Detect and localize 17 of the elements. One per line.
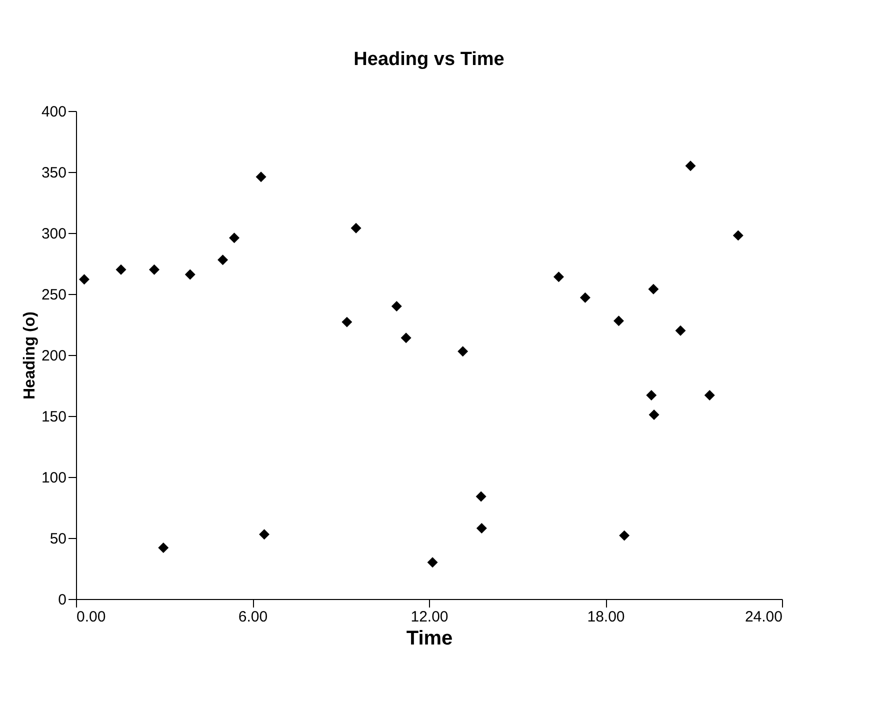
x-tick-label: 6.00 [238, 608, 268, 626]
y-tick-label: 350 [41, 164, 66, 182]
y-axis-title: Heading (o) [21, 312, 38, 400]
y-tick-label: 50 [50, 530, 66, 548]
x-tick-label: 12.00 [410, 608, 448, 626]
y-tick-label: 400 [41, 104, 66, 120]
x-tick-label: 0.00 [76, 608, 106, 626]
y-tick-label: 100 [41, 470, 66, 486]
y-tick-label: 200 [41, 348, 66, 364]
x-axis-title: Time [406, 628, 453, 650]
x-tick-label: 24.00 [744, 608, 782, 626]
x-tick-label: 18.00 [587, 608, 625, 626]
y-tick-label: 300 [41, 226, 66, 242]
y-tick-label: 150 [41, 408, 66, 426]
chart-title: Heading vs Time [354, 49, 504, 70]
y-tick-label: 250 [41, 286, 66, 304]
y-tick-label: 0 [58, 592, 66, 608]
